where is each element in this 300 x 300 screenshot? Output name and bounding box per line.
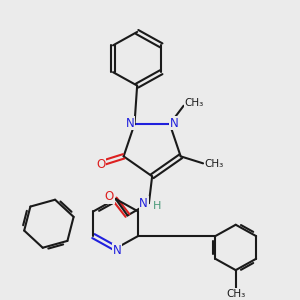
Text: CH₃: CH₃ xyxy=(204,159,224,170)
Text: N: N xyxy=(170,116,178,130)
Text: CH₃: CH₃ xyxy=(226,289,245,299)
Text: N: N xyxy=(112,244,121,257)
Text: O: O xyxy=(97,158,106,171)
Text: H: H xyxy=(153,201,162,211)
Text: N: N xyxy=(139,196,148,210)
Text: O: O xyxy=(105,190,114,203)
Text: CH₃: CH₃ xyxy=(185,98,204,108)
Text: N: N xyxy=(126,116,135,130)
